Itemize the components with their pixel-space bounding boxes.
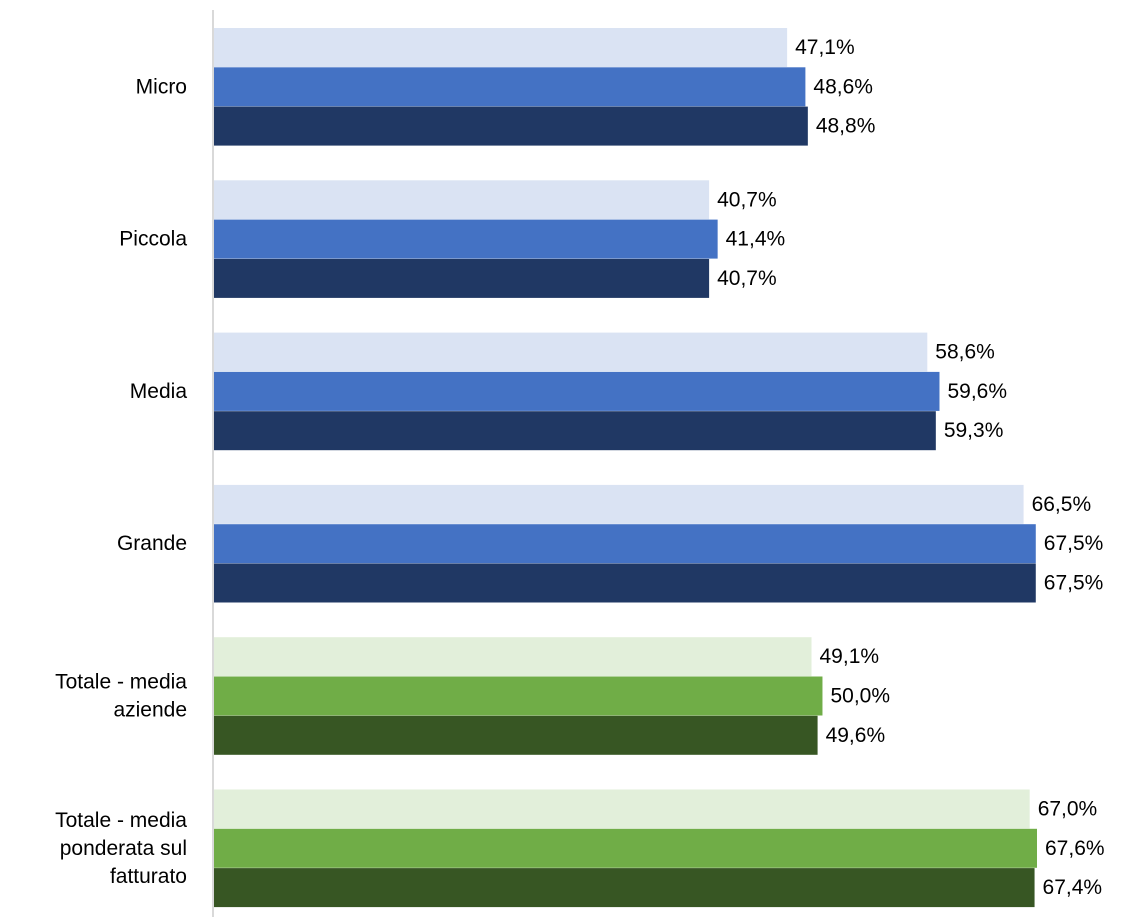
data-label: 58,6% [935, 341, 995, 364]
data-label: 67,5% [1044, 532, 1104, 555]
bar [213, 28, 788, 67]
data-label: 48,8% [816, 115, 876, 138]
data-label: 50,0% [830, 685, 890, 708]
bar [213, 676, 823, 716]
data-label: 67,0% [1038, 798, 1098, 821]
bar [213, 180, 710, 220]
data-label: 47,1% [795, 36, 855, 59]
bar [213, 67, 806, 107]
data-label: 49,1% [820, 645, 880, 668]
bar [213, 868, 1035, 908]
data-label: 59,6% [947, 380, 1007, 403]
bar [213, 371, 940, 411]
data-label: 67,4% [1043, 876, 1103, 899]
category-label: aziende [113, 699, 187, 722]
category-label: Piccola [119, 228, 187, 251]
data-label: 40,7% [717, 267, 777, 290]
category-label: Totale - media [55, 809, 187, 832]
data-label: 48,6% [813, 75, 873, 98]
bar [213, 524, 1036, 564]
bar [213, 484, 1024, 524]
bar [213, 106, 808, 146]
category-label: ponderata sul [60, 837, 187, 860]
category-label: Grande [117, 532, 187, 555]
bar [213, 637, 812, 677]
bar [213, 563, 1036, 603]
bar [213, 411, 936, 451]
category-labels: Micro Piccola Media Grande Totale - media azi… [55, 75, 188, 888]
bars-layer [213, 28, 1037, 908]
bar [213, 828, 1037, 868]
category-label: Media [130, 380, 188, 403]
bar [213, 219, 718, 259]
bar [213, 789, 1030, 829]
bar [213, 332, 928, 372]
category-label: fatturato [110, 865, 187, 888]
bar [213, 715, 818, 755]
data-label: 67,6% [1045, 837, 1105, 860]
data-label: 66,5% [1032, 493, 1092, 516]
bar [213, 258, 710, 298]
category-label: Micro [136, 75, 187, 98]
data-label: 49,6% [826, 724, 886, 747]
data-label: 40,7% [717, 188, 777, 211]
data-label: 59,3% [944, 419, 1004, 442]
data-label: 41,4% [726, 228, 786, 251]
labels-layer: 47,1% 48,6% 48,8% 40,7% 41,4% 40,7% 58,6% 59,6%… [717, 36, 1104, 899]
category-label: Totale - media [55, 671, 187, 694]
data-label: 67,5% [1044, 572, 1104, 595]
